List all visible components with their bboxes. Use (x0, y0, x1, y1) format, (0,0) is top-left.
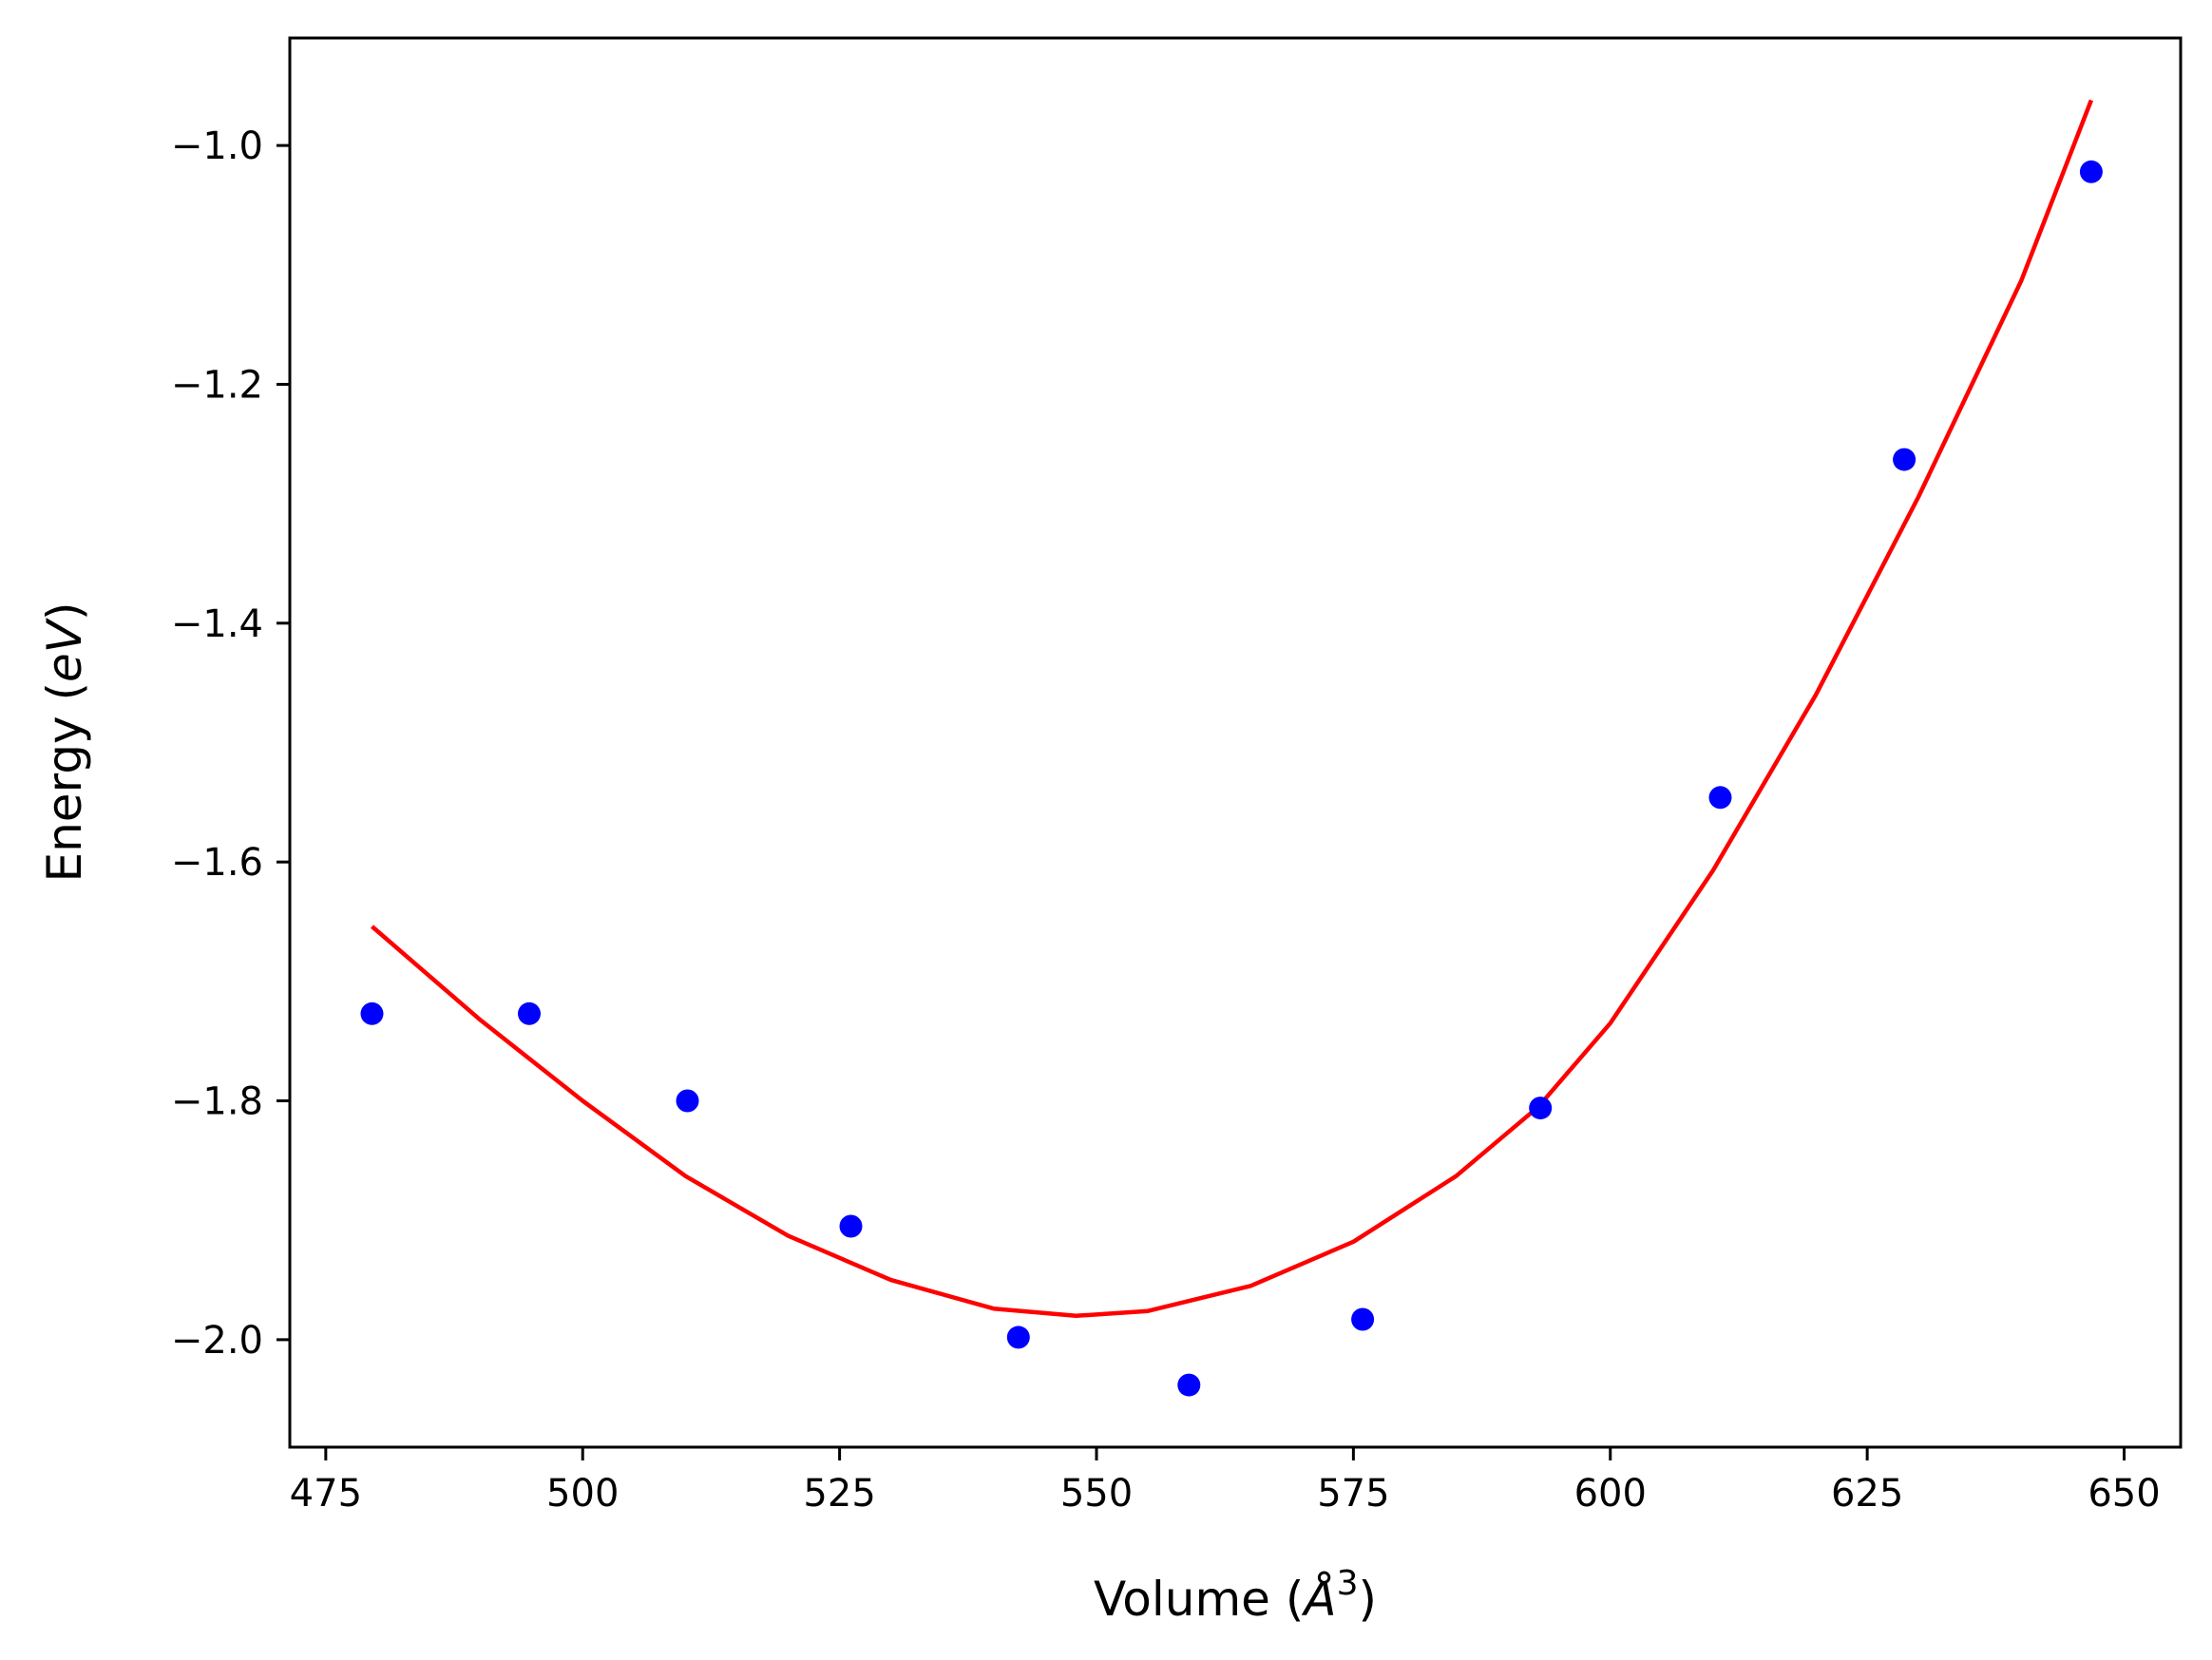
plot-frame (288, 36, 2183, 1449)
data-point (1006, 1326, 1030, 1349)
y-axis-label-unit: eV (37, 617, 92, 682)
y-axis-label-main: Energy ( (37, 682, 92, 882)
y-axis-label: Energy (eV) (37, 602, 92, 883)
data-point (518, 1002, 541, 1025)
x-axis-label-unit: Å (1301, 1572, 1336, 1627)
x-tick-label: 650 (2088, 1472, 2160, 1516)
data-point (1893, 448, 1916, 471)
x-axis-label: Volume (Å3) (1094, 1564, 1377, 1627)
x-axis-label-main: Volume ( (1094, 1572, 1304, 1627)
data-point (360, 1002, 384, 1025)
fit-curve (371, 99, 2093, 1319)
x-tick-label: 600 (1574, 1472, 1647, 1516)
data-point (1177, 1373, 1201, 1397)
y-tick-label: −1.6 (171, 841, 263, 885)
x-tick-label: 525 (803, 1472, 875, 1516)
y-tick-label: −1.8 (171, 1080, 263, 1124)
y-tick-label: −1.4 (171, 602, 263, 646)
y-tick-label: −2.0 (171, 1319, 263, 1363)
x-axis: 475 500 525 550 575 600 625 650 (290, 1447, 2161, 1516)
x-tick-label: 550 (1060, 1472, 1133, 1516)
x-tick-label: 575 (1317, 1472, 1389, 1516)
data-point (1529, 1097, 1553, 1120)
x-axis-label-close: ) (1358, 1572, 1377, 1627)
data-point (1708, 786, 1732, 810)
data-point (1351, 1307, 1375, 1331)
x-tick-label: 500 (546, 1472, 619, 1516)
x-tick-label: 625 (1831, 1472, 1903, 1516)
plot-marks (360, 99, 2103, 1397)
y-tick-label: −1.2 (171, 363, 263, 407)
x-axis-label-power: 3 (1337, 1564, 1359, 1603)
y-axis: −1.0 −1.2 −1.4 −1.6 −1.8 −2.0 (171, 124, 290, 1363)
data-point (676, 1089, 699, 1113)
data-point (839, 1214, 863, 1238)
y-tick-label: −1.0 (171, 124, 263, 168)
y-axis-label-close: ) (37, 602, 92, 621)
x-tick-label: 475 (290, 1472, 362, 1516)
data-point (2079, 160, 2103, 183)
